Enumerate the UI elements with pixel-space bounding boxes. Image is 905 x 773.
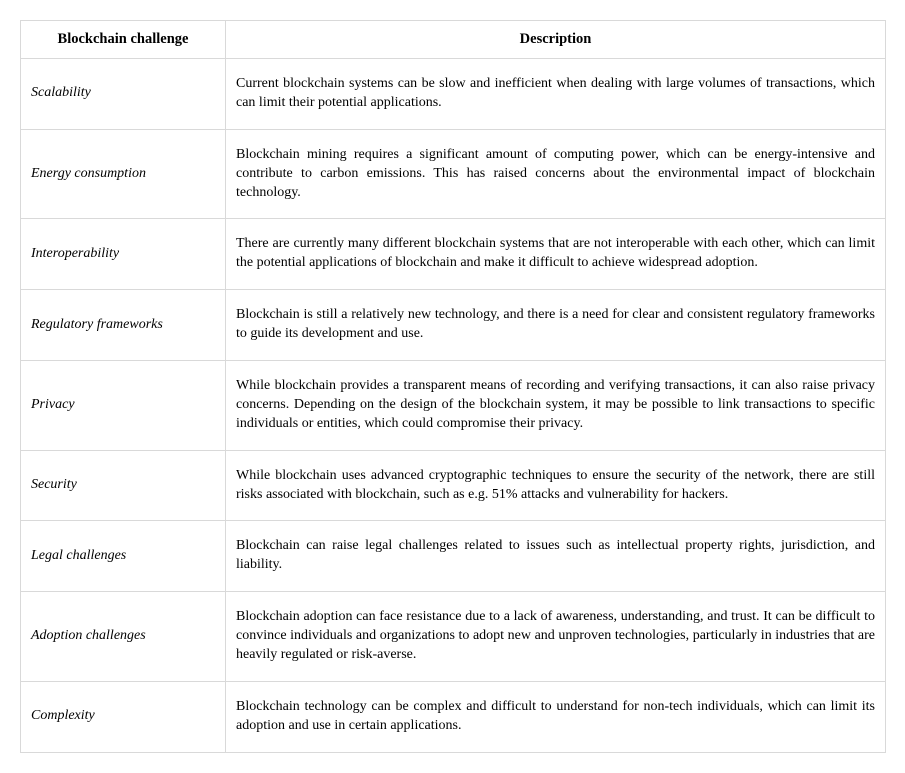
description-cell: While blockchain uses advanced cryptogra… [226, 450, 886, 521]
table-row: Regulatory frameworks Blockchain is stil… [21, 290, 886, 361]
challenge-cell: Security [21, 450, 226, 521]
challenge-cell: Legal challenges [21, 521, 226, 592]
table-row: Scalability Current blockchain systems c… [21, 59, 886, 130]
challenge-cell: Scalability [21, 59, 226, 130]
challenge-cell: Complexity [21, 681, 226, 752]
table-row: Energy consumption Blockchain mining req… [21, 129, 886, 219]
table-row: Adoption challenges Blockchain adoption … [21, 592, 886, 682]
blockchain-challenges-table: Blockchain challenge Description Scalabi… [20, 20, 886, 753]
col-header-description: Description [226, 21, 886, 59]
challenge-cell: Interoperability [21, 219, 226, 290]
description-cell: Blockchain can raise legal challenges re… [226, 521, 886, 592]
description-cell: Blockchain is still a relatively new tec… [226, 290, 886, 361]
description-cell: There are currently many different block… [226, 219, 886, 290]
description-cell: Blockchain adoption can face resistance … [226, 592, 886, 682]
description-cell: Blockchain mining requires a significant… [226, 129, 886, 219]
description-cell: Blockchain technology can be complex and… [226, 681, 886, 752]
challenge-cell: Privacy [21, 361, 226, 451]
challenge-cell: Regulatory frameworks [21, 290, 226, 361]
description-cell: While blockchain provides a transparent … [226, 361, 886, 451]
challenge-cell: Energy consumption [21, 129, 226, 219]
table-header-row: Blockchain challenge Description [21, 21, 886, 59]
description-cell: Current blockchain systems can be slow a… [226, 59, 886, 130]
table-row: Security While blockchain uses advanced … [21, 450, 886, 521]
table-row: Interoperability There are currently man… [21, 219, 886, 290]
challenge-cell: Adoption challenges [21, 592, 226, 682]
col-header-challenge: Blockchain challenge [21, 21, 226, 59]
table-row: Privacy While blockchain provides a tran… [21, 361, 886, 451]
table-row: Legal challenges Blockchain can raise le… [21, 521, 886, 592]
table-row: Complexity Blockchain technology can be … [21, 681, 886, 752]
